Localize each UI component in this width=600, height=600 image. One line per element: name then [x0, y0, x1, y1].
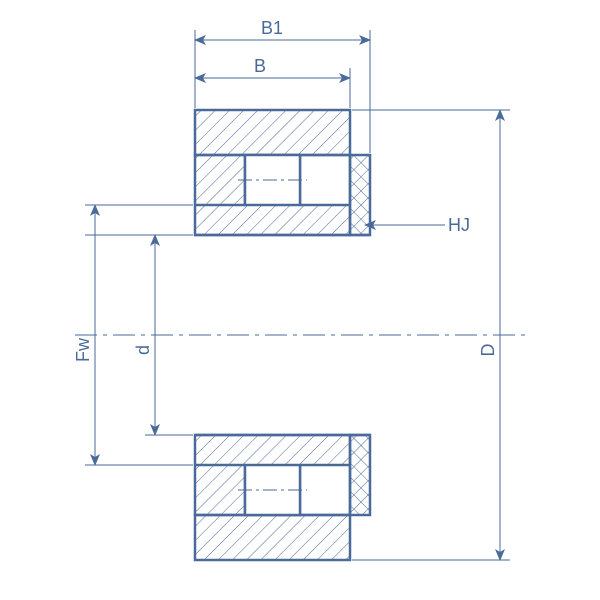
label-b1: B1	[261, 18, 283, 38]
label-fw: Fw	[73, 337, 93, 362]
flange-bottom	[350, 435, 370, 515]
outer-ring-bottom	[195, 515, 350, 560]
label-d-inner: d	[133, 345, 153, 355]
bearing-diagram: B1 B D HJ d Fw	[0, 0, 600, 600]
label-d-outer: D	[478, 344, 498, 357]
flange-top	[350, 155, 370, 235]
label-b: B	[254, 56, 266, 76]
outer-ring-top	[195, 110, 350, 155]
label-hj: HJ	[448, 215, 470, 235]
